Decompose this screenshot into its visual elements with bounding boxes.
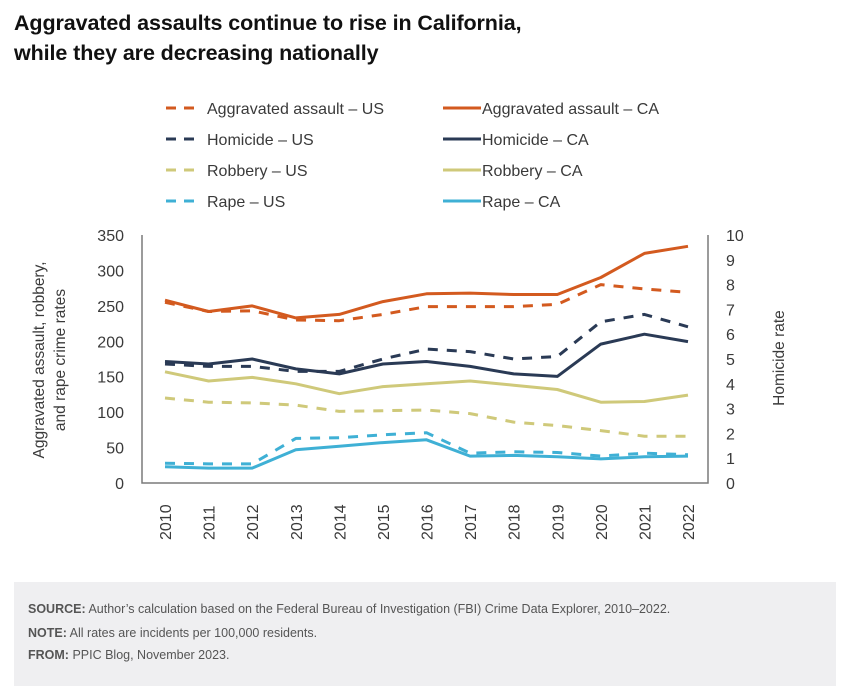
from-note: FROM: PPIC Blog, November 2023. <box>28 648 229 662</box>
left-axis-title-line: and rape crime rates <box>52 289 69 431</box>
right-axis-tick-label: 3 <box>726 402 735 419</box>
left-axis-title: Aggravated assault, robbery, and rape cri… <box>31 261 69 458</box>
line-chart: Aggravated assault – US Aggravated assaul… <box>31 101 788 540</box>
x-axis-tick-label: 2010 <box>158 504 175 540</box>
legend-label: Aggravated assault – CA <box>482 101 659 118</box>
footer-notes: SOURCE: Author’s calculation based on th… <box>14 582 836 686</box>
legend-item-rape-ca: Rape – CA <box>443 194 561 211</box>
chart-title-line-2: while they are decreasing nationally <box>14 41 379 65</box>
legend-item-robbery-us: Robbery – US <box>166 163 308 180</box>
left-axis-tick-label: 200 <box>97 334 124 351</box>
note-text: All rates are incidents per 100,000 resi… <box>66 626 318 640</box>
x-axis-tick-label: 2016 <box>420 504 437 540</box>
right-axis-tick-label: 8 <box>726 278 735 295</box>
legend-item-robbery-ca: Robbery – CA <box>443 163 583 180</box>
plot-frame <box>141 235 709 484</box>
legend-label: Robbery – CA <box>482 163 583 180</box>
chart-title: Aggravated assaults continue to rise in … <box>14 8 522 68</box>
left-axis-tick-label: 300 <box>97 263 124 280</box>
right-axis-tick-label: 10 <box>726 228 744 245</box>
left-axis-tick-label: 350 <box>97 228 124 245</box>
chart-title-line-1: Aggravated assaults continue to rise in … <box>14 11 522 35</box>
legend-item-rape-us: Rape – US <box>166 194 285 211</box>
legend: Aggravated assault – US Aggravated assaul… <box>166 101 659 211</box>
series-line-rape-ca <box>164 438 689 470</box>
series-line-homicide-ca <box>164 332 689 378</box>
legend-item-homicide-us: Homicide – US <box>166 132 314 149</box>
series-lines <box>164 244 689 470</box>
series-line-aggravated-assault-ca <box>164 244 689 320</box>
source-note: SOURCE: Author’s calculation based on th… <box>28 602 670 616</box>
legend-label: Robbery – US <box>207 163 308 180</box>
from-label: FROM: <box>28 648 69 662</box>
x-axis-tick-label: 2017 <box>463 504 480 540</box>
source-label: SOURCE: <box>28 602 86 616</box>
right-axis-tick-label: 7 <box>726 302 735 319</box>
from-text: PPIC Blog, November 2023. <box>68 648 230 662</box>
x-axis-tick-label: 2022 <box>681 504 698 540</box>
right-axis-tick-label: 5 <box>726 352 735 369</box>
right-axis-title: Homicide rate <box>771 310 788 406</box>
legend-label: Homicide – US <box>207 132 314 149</box>
series-line-rape-us <box>164 431 689 466</box>
legend-item-aggravated-assault-us: Aggravated assault – US <box>166 101 384 118</box>
right-axis-tick-label: 6 <box>726 327 735 344</box>
note-label: NOTE: <box>28 626 67 640</box>
legend-label: Rape – US <box>207 194 285 211</box>
right-axis-tick-label: 4 <box>726 377 735 394</box>
right-axis-tick-label: 9 <box>726 253 735 270</box>
legend-item-homicide-ca: Homicide – CA <box>443 132 589 149</box>
x-axis-tick-label: 2015 <box>376 504 393 540</box>
right-axis-tick-label: 1 <box>726 451 735 468</box>
left-axis-tick-label: 0 <box>115 476 124 493</box>
x-axis-tick-label: 2021 <box>637 504 654 540</box>
axes <box>141 235 709 484</box>
left-axis-title-line: Aggravated assault, robbery, <box>31 261 48 458</box>
x-axis-tick-label: 2012 <box>245 504 262 540</box>
left-axis-tick-label: 150 <box>97 370 124 387</box>
right-axis-title-text: Homicide rate <box>771 310 788 406</box>
series-line-robbery-us <box>164 396 688 438</box>
x-axis-tick-label: 2020 <box>594 504 611 540</box>
x-axis-tick-label: 2013 <box>289 504 306 540</box>
source-text: Author’s calculation based on the Federa… <box>85 602 671 616</box>
legend-label: Aggravated assault – US <box>207 101 384 118</box>
left-axis-tick-label: 50 <box>106 441 124 458</box>
series-line-aggravated-assault-us <box>164 283 689 323</box>
left-axis-tick-label: 250 <box>97 299 124 316</box>
right-axis-ticks: 0 1 2 3 4 5 6 7 8 9 10 <box>726 228 744 493</box>
right-axis-tick-label: 0 <box>726 476 735 493</box>
x-axis-ticks: 2010 2011 2012 2013 2014 2015 2016 2017 2018 2019… <box>158 504 698 540</box>
x-axis-tick-label: 2019 <box>550 504 567 540</box>
left-axis-tick-label: 100 <box>97 405 124 422</box>
legend-label: Rape – CA <box>482 194 561 211</box>
legend-item-aggravated-assault-ca: Aggravated assault – CA <box>443 101 659 118</box>
legend-label: Homicide – CA <box>482 132 589 149</box>
x-axis-tick-label: 2014 <box>332 504 349 540</box>
right-axis-tick-label: 2 <box>726 426 735 443</box>
note-note: NOTE: All rates are incidents per 100,00… <box>28 626 317 640</box>
series-line-robbery-ca <box>164 370 689 404</box>
x-axis-tick-label: 2011 <box>202 505 219 540</box>
left-axis-ticks: 0 50 100 150 200 250 300 350 <box>97 228 124 493</box>
x-axis-tick-label: 2018 <box>507 504 524 540</box>
